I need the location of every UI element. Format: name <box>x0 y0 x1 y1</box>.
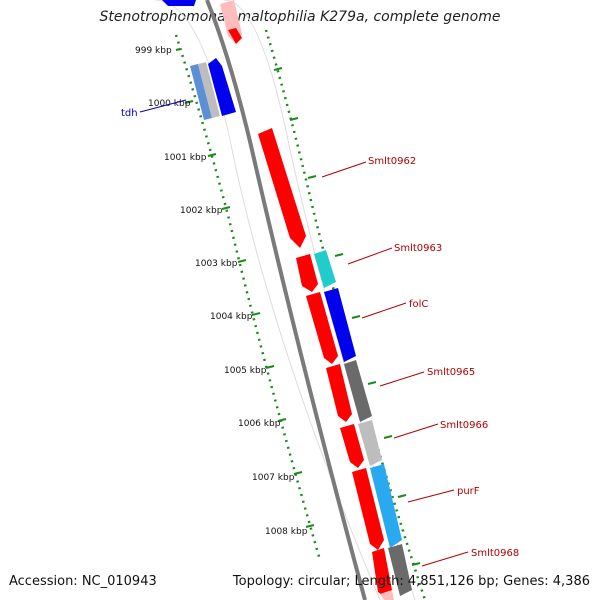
gene-smlt0968 <box>388 544 412 596</box>
gene-folC <box>324 288 356 362</box>
gene-label-smlt0968[interactable]: Smlt0968 <box>471 548 519 559</box>
outer-major-ticks <box>273 67 421 566</box>
label-leaders <box>139 99 469 567</box>
gene-arrow-blue-top <box>162 0 196 6</box>
kbp-label: 1002 kbp <box>180 206 223 216</box>
gene-label-smlt0962[interactable]: Smlt0962 <box>368 156 416 167</box>
kbp-label: 1006 kbp <box>238 419 281 429</box>
outer-tick-e <box>351 315 361 319</box>
gene-red-e <box>352 468 384 550</box>
gene-red-f <box>372 548 392 598</box>
gene-arrow-gray-small <box>198 62 220 118</box>
gene-label-smlt0963[interactable]: Smlt0963 <box>394 243 442 254</box>
outer-tick-a <box>273 67 283 71</box>
gene-label-tdh[interactable]: tdh <box>121 108 138 119</box>
map-title: Stenotrophomonas maltophilia K279a, comp… <box>99 9 501 25</box>
outer-strand-genes-top <box>220 0 242 44</box>
gene-labels: tdh Smlt0962 Smlt0963 folC Smlt0965 Smlt… <box>121 108 519 559</box>
outer-tick-c <box>307 175 317 179</box>
gene-smlt0965 <box>344 360 372 422</box>
kbp-labels: 999 kbp 1000 kbp 1001 kbp 1002 kbp 1003 … <box>135 46 308 537</box>
tick-1003 <box>237 259 247 263</box>
topology-info: Topology: circular; Length: 4,851,126 bp… <box>232 574 590 589</box>
gene-red-a <box>296 254 318 292</box>
gene-pink-bottom <box>380 590 394 600</box>
outer-tick-b <box>289 117 299 121</box>
tick-1008 <box>305 524 315 528</box>
kbp-label: 1008 kbp <box>265 527 308 537</box>
gene-red-b <box>306 292 338 364</box>
tick-1005 <box>265 365 275 369</box>
tick-1002 <box>221 206 231 210</box>
genome-backbone <box>205 0 367 600</box>
gene-label-smlt0965[interactable]: Smlt0965 <box>427 367 475 378</box>
leader-smlt0965 <box>379 371 425 387</box>
gene-tdh <box>190 64 212 120</box>
inner-tick-ring <box>174 34 322 561</box>
leader-smlt0966 <box>393 423 439 439</box>
gene-label-smlt0966[interactable]: Smlt0966 <box>440 420 488 431</box>
tick-1001 <box>207 153 217 157</box>
gene-arrow-red-top <box>228 28 242 44</box>
gene-red-d <box>340 424 364 468</box>
gene-red-c <box>326 364 352 422</box>
outer-tick-g <box>383 435 393 439</box>
outer-tick-f <box>367 381 377 385</box>
kbp-label: 1007 kbp <box>252 473 295 483</box>
tick-999 <box>175 48 181 51</box>
gene-smlt0963 <box>314 250 336 288</box>
kbp-label: 1005 kbp <box>224 366 267 376</box>
kbp-label: 1003 kbp <box>195 259 238 269</box>
gene-arrow-blue-upper <box>208 58 236 116</box>
gene-smlt0962 <box>258 128 306 248</box>
leader-smlt0963 <box>347 247 393 265</box>
kbp-label: 1001 kbp <box>164 153 207 163</box>
inner-major-ticks <box>175 48 315 528</box>
outer-tick-i <box>411 562 421 566</box>
leader-tdh <box>139 99 187 113</box>
tick-1004 <box>251 312 261 316</box>
leader-smlt0962 <box>321 161 367 178</box>
kbp-label: 999 kbp <box>135 46 172 56</box>
tick-1000 <box>184 100 194 104</box>
leader-smlt0968 <box>421 551 469 567</box>
outer-tick-d <box>334 253 344 257</box>
inner-strand-genes <box>162 0 236 120</box>
leader-purf <box>407 489 455 503</box>
tick-1006 <box>277 418 287 422</box>
kbp-label: 1004 kbp <box>210 312 253 322</box>
gene-label-folc[interactable]: folC <box>409 299 428 310</box>
leader-folc <box>361 302 407 319</box>
accession-info: Accession: NC_010943 <box>9 574 157 589</box>
track-outline-left <box>154 0 381 600</box>
gene-label-purf[interactable]: purF <box>457 486 480 497</box>
gene-smlt0966 <box>358 420 382 466</box>
gene-purF <box>370 464 402 548</box>
tick-1007 <box>293 471 303 475</box>
backbone-gene-arrows <box>258 128 412 600</box>
outer-tick-h <box>397 494 407 498</box>
